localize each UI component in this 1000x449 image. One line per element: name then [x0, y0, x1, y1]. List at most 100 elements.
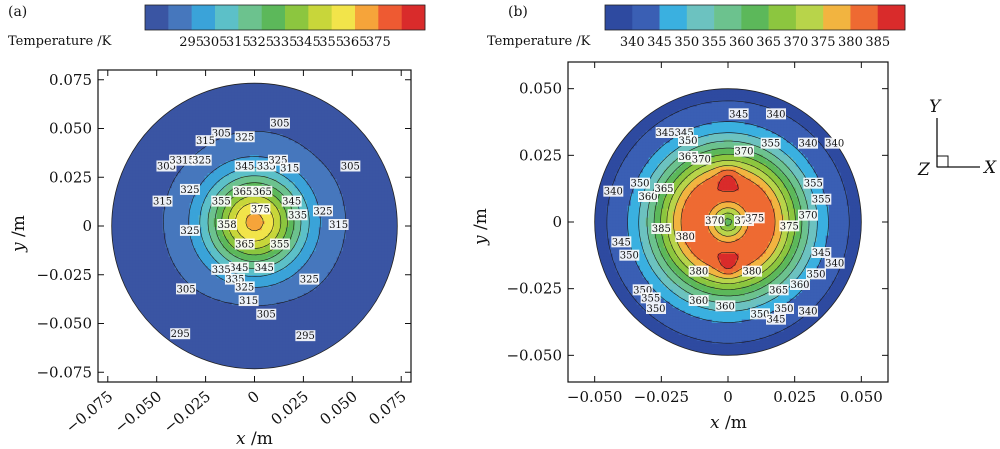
b-contour-label: 380: [676, 232, 695, 243]
b-colorbar-tick: 370: [783, 35, 808, 50]
a-contour-label: 305: [212, 128, 231, 139]
a-y-tick-label: −0.050: [36, 315, 92, 333]
a-x-tick-label: 0.075: [365, 387, 409, 428]
b-contour-label: 355: [812, 195, 831, 206]
b-contour-label: 345345: [656, 128, 694, 139]
a-colorbar-segment: [215, 5, 239, 30]
axes-triad: Y Z X: [917, 97, 997, 180]
a-contour-label: 325: [235, 132, 254, 143]
b-domain-boundary: [594, 88, 862, 356]
a-contour-label: 315: [280, 163, 299, 174]
y-axis-label-b: y /m: [471, 208, 491, 246]
a-colorbar-tick: 345: [296, 35, 321, 50]
a-contour-label: 345: [282, 197, 301, 208]
b-colorbar-tick: 380: [838, 35, 863, 50]
a-contour-label: 335: [225, 275, 244, 286]
a-colorbar-tick: 325: [249, 35, 274, 50]
b-colorbar-tick: 385: [865, 35, 890, 50]
a-contour-label: 315: [329, 220, 348, 231]
a-temperature-field: [111, 83, 398, 369]
a-contour-label: 295: [296, 331, 315, 342]
a-contour-label: 315: [153, 197, 172, 208]
a-colorbar-segment: [355, 5, 379, 30]
a-colorbar-tick: 335: [273, 35, 298, 50]
a-contour-label: 345: [229, 263, 248, 274]
a-contour-label: 355: [270, 240, 289, 251]
a-x-tick-label: 0.025: [268, 387, 312, 428]
b-contour-label: 365: [654, 184, 673, 195]
a-colorbar-segment: [191, 5, 216, 30]
a-contour-label: 305: [157, 162, 176, 173]
a-y-tick-label: 0.050: [49, 120, 92, 138]
a-contour-label: 3315: [169, 156, 194, 167]
b-contour-label: 370: [798, 211, 817, 222]
a-contour-label: 375: [251, 204, 270, 215]
a-contour-label: 325: [313, 206, 332, 217]
a-y-tick-label: −0.075: [36, 363, 92, 381]
b-contour-label: 355: [761, 139, 780, 150]
a-x-tick-label: 0.050: [316, 387, 360, 428]
panel-label-b: (b): [508, 4, 528, 20]
x-axis-label-a: x /m: [236, 429, 273, 449]
b-colorbar-tick: 375: [811, 35, 836, 50]
b-contour-label: 345: [766, 315, 785, 326]
a-colorbar-tick: 305: [203, 35, 228, 50]
b-colorbar-segment: [632, 5, 660, 30]
b-contour-label: 350: [678, 136, 697, 147]
a-x-tick-label: −0.025: [160, 387, 214, 436]
b-y-tick-label: −0.050: [506, 346, 562, 364]
b-y-tick-label: 0: [552, 213, 562, 231]
a-contour-label: 295: [171, 329, 190, 340]
a-domain-boundary: [111, 82, 398, 370]
a-contour-label: 305: [270, 119, 289, 130]
a-colorbar-tick: 365: [343, 35, 368, 50]
b-colorbar-segment: [850, 5, 879, 30]
b-colorbar-tick: 360: [729, 35, 754, 50]
a-y-tick-label: 0.075: [49, 71, 92, 89]
a-contour-label: 365: [253, 187, 272, 198]
a-colorbar-tick: 315: [226, 35, 251, 50]
b-contour-label: 350: [630, 179, 649, 190]
b-y-tick-label: −0.025: [506, 280, 562, 298]
b-contour-label: 380: [689, 267, 708, 278]
colorbar-label-b: Temperature /K: [487, 34, 591, 49]
a-colorbar-segment: [168, 5, 192, 30]
b-contour-label: 355: [804, 179, 823, 190]
a-colorbar-segment: [285, 5, 309, 30]
b-colorbar-tick: 345: [647, 35, 672, 50]
b-colorbar-segment: [605, 5, 633, 30]
a-colorbar-segment: [401, 5, 426, 30]
b-contour-label: 340: [604, 187, 623, 198]
b-contour-label: 360: [716, 301, 735, 312]
b-contour-label: 345: [812, 248, 831, 259]
panel-b: (b) 340 345 350 355 360 365 370 375 380 385 Tempe…: [471, 4, 906, 433]
a-contour-label: 345: [255, 263, 274, 274]
b-colorbar-segment: [823, 5, 851, 30]
b-contour-label: 375: [745, 213, 764, 224]
b-colorbar-segment: [877, 5, 906, 30]
b-contour-label: 345: [612, 237, 631, 248]
a-x-tick-label: 0: [244, 387, 263, 407]
a-colorbar-segment: [308, 5, 332, 30]
b-colorbar-tick: 365: [756, 35, 781, 50]
a-contour-label: 325: [180, 185, 199, 196]
a-colorbar-tick: 295: [179, 35, 204, 50]
a-contour-label: 305: [257, 310, 276, 321]
b-x-tick-label: 0: [723, 388, 733, 406]
b-contour-label: 370: [734, 216, 753, 227]
b-colorbar-segment: [714, 5, 742, 30]
triad-x-label: X: [982, 158, 997, 178]
b-colorbar-segment: [686, 5, 715, 30]
a-contour-label: 358: [218, 220, 237, 231]
b-contour-label: 365: [769, 285, 788, 296]
b-contour-label: 370: [705, 216, 724, 227]
b-colorbar-segment: [741, 5, 769, 30]
b-contour-label: 350: [750, 309, 769, 320]
a-colorbar-segment: [261, 5, 286, 30]
b-contour-label: 360: [638, 192, 657, 203]
b-contour-label: 350: [633, 285, 652, 296]
